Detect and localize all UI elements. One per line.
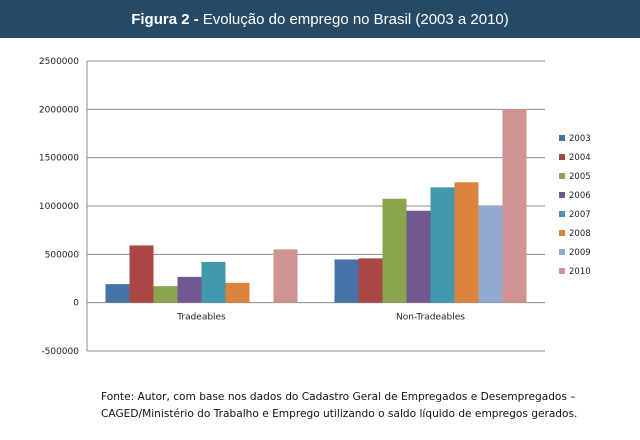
y-tick-label: 0	[73, 299, 79, 309]
y-tick-label: 1500000	[39, 154, 79, 164]
bar-tradeables-2003	[105, 284, 130, 303]
figure-title-text: Evolução do emprego no Brasil (2003 a 20…	[202, 10, 509, 28]
bar-tradeables-2007	[201, 261, 226, 303]
category-label: Non-Tradeables	[396, 313, 465, 323]
y-tick-label: 1000000	[39, 202, 79, 212]
figure-title-banner: Figura 2 - Evolução do emprego no Brasil…	[0, 0, 640, 38]
legend-swatch-2008	[559, 230, 565, 236]
legend-swatch-2009	[559, 249, 565, 255]
bar-non-tradeables-2005	[382, 198, 407, 303]
legend-swatch-2010	[559, 268, 565, 274]
legend-swatch-2007	[559, 211, 565, 217]
bar-non-tradeables-2009	[478, 206, 503, 303]
legend-label-2009: 2009	[569, 248, 591, 258]
legend-label-2003: 2003	[569, 134, 591, 144]
bar-tradeables-2005	[153, 286, 178, 303]
source-note: Fonte: Autor, com base nos dados do Cada…	[101, 389, 621, 423]
source-line-1: Fonte: Autor, com base nos dados do Cada…	[101, 391, 576, 403]
legend-label-2004: 2004	[569, 153, 591, 163]
bar-tradeables-2004	[129, 245, 154, 303]
legend-swatch-2005	[559, 173, 565, 179]
y-tick-label: 2500000	[39, 57, 79, 67]
legend-label-2010: 2010	[569, 267, 591, 277]
bar-non-tradeables-2010	[502, 109, 527, 303]
bar-non-tradeables-2007	[430, 187, 455, 303]
y-tick-label: -500000	[41, 347, 79, 357]
category-label: Tradeables	[176, 313, 226, 323]
y-tick-label: 2000000	[39, 105, 79, 115]
bar-tradeables-2010	[273, 249, 298, 303]
legend-label-2006: 2006	[569, 191, 591, 201]
bar-non-tradeables-2004	[358, 258, 383, 303]
bar-tradeables-2008	[225, 282, 250, 303]
legend-label-2005: 2005	[569, 172, 591, 182]
figure-title-label: Figura 2 -	[131, 10, 199, 28]
source-line-2: CAGED/Ministério do Trabalho e Emprego u…	[101, 408, 578, 420]
bar-non-tradeables-2006	[406, 210, 431, 303]
legend-label-2007: 2007	[569, 210, 591, 220]
legend-swatch-2003	[559, 135, 565, 141]
bar-non-tradeables-2003	[334, 259, 359, 303]
y-tick-label: 500000	[45, 250, 80, 260]
legend-swatch-2006	[559, 192, 565, 198]
legend-label-2008: 2008	[569, 229, 591, 239]
bar-non-tradeables-2008	[454, 182, 479, 303]
legend-swatch-2004	[559, 154, 565, 160]
bar-tradeables-2006	[177, 276, 202, 303]
